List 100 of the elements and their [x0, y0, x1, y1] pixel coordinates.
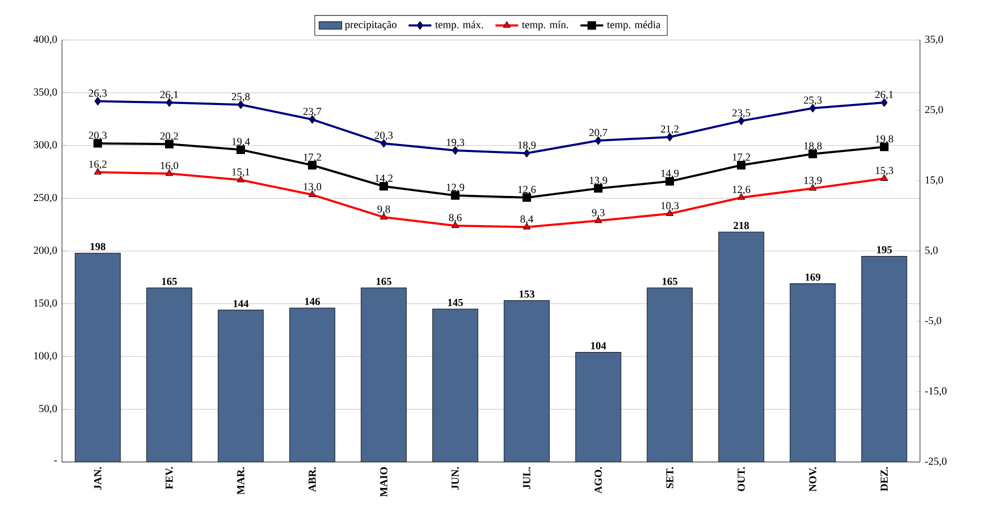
x-tick-label: FEV.: [166, 467, 173, 490]
bar: [146, 288, 192, 462]
x-tick-label: AGO.: [594, 467, 602, 494]
y2-tick-label: -15,0: [925, 387, 947, 396]
x-tick-label: MAIO: [380, 467, 388, 497]
y-tick-label: 250,0: [34, 194, 57, 203]
bar: [75, 253, 120, 462]
legend-label: temp. mín.: [522, 20, 568, 30]
x-tick-label: JUL.: [523, 467, 530, 490]
bar: [432, 309, 478, 462]
bar: [861, 256, 908, 462]
x-tick-label: ABR.: [308, 467, 316, 492]
bar: [290, 308, 335, 462]
point: [594, 184, 603, 193]
x-tick-label: JUN.: [452, 467, 459, 490]
data-label: 16,2: [89, 160, 107, 170]
data-label: 19,8: [876, 135, 894, 144]
y-tick-label: 200,0: [34, 246, 57, 256]
data-label: 198: [90, 242, 106, 250]
data-label: 8,6: [448, 214, 462, 223]
x-tick-label: OUT.: [738, 467, 745, 492]
data-label: 104: [591, 342, 606, 350]
data-label: 15,3: [876, 166, 894, 176]
data-label: 8,4: [520, 215, 534, 224]
point: [736, 160, 746, 170]
x-tick-label: SET.: [666, 467, 674, 488]
bar: [647, 288, 692, 462]
point: [450, 191, 460, 200]
data-label: 21,2: [660, 125, 678, 134]
y-tick-label: 350,0: [34, 88, 57, 98]
data-label: 17,2: [304, 154, 321, 162]
data-label: 17,2: [732, 154, 750, 162]
point: [236, 145, 246, 154]
data-label: 13,9: [804, 176, 822, 186]
data-label: 19,3: [446, 138, 464, 148]
data-label: 20,3: [88, 132, 107, 140]
legend-label: temp. máx.: [435, 20, 483, 30]
y-tick-label: 50,0: [39, 404, 57, 414]
data-label: 26,1: [875, 90, 893, 100]
data-label: 20,2: [160, 132, 178, 142]
point: [308, 160, 317, 170]
data-label: 25,3: [804, 96, 822, 106]
data-label: 13,9: [590, 176, 608, 186]
bar: [576, 352, 621, 462]
data-label: 195: [877, 246, 892, 254]
y-tick-label: 400,0: [34, 36, 57, 44]
data-label: 165: [162, 278, 177, 285]
data-label: 9,8: [377, 206, 390, 214]
data-label: 23,7: [303, 108, 322, 117]
data-label: 15,1: [232, 168, 250, 178]
data-label: 145: [448, 298, 463, 306]
data-label: 14,9: [661, 170, 679, 178]
data-label: 12,6: [518, 186, 536, 195]
point: [880, 142, 889, 152]
point: [665, 177, 674, 186]
y2-tick-label: 35,0: [925, 36, 943, 44]
data-label: 218: [734, 222, 749, 230]
data-label: 16,0: [160, 162, 178, 171]
data-label: 26,1: [160, 90, 178, 100]
y-tick-label: 100,0: [34, 352, 57, 361]
data-label: 23,5: [732, 109, 750, 118]
data-label: 165: [662, 278, 678, 285]
y2-tick-label: -25,0: [925, 458, 947, 466]
legend-label: precipitação: [344, 20, 396, 30]
bar: [218, 310, 264, 462]
y-tick-label: 150,0: [34, 299, 57, 308]
bar: [504, 300, 550, 462]
data-label: 10,3: [661, 202, 679, 211]
data-label: 14,2: [375, 174, 392, 184]
bar: [790, 284, 836, 462]
x-tick-label: MAR.: [237, 467, 244, 495]
data-label: 144: [234, 300, 249, 308]
data-label: 165: [376, 278, 392, 285]
y2-tick-label: 15,0: [926, 176, 943, 186]
x-tick-label: JAN.: [94, 467, 102, 490]
y-tick-label: 300,0: [34, 141, 57, 150]
x-tick-label: NOV.: [809, 467, 816, 492]
point: [93, 139, 102, 148]
data-label: 25,8: [232, 93, 250, 102]
legend-label: temp. média: [607, 20, 660, 30]
data-label: 153: [520, 290, 534, 298]
y-tick-label: -: [54, 460, 57, 462]
data-label: 146: [305, 298, 320, 306]
data-label: 169: [806, 274, 820, 281]
y2-tick-label: -5,0: [925, 316, 942, 326]
data-label: 19,4: [232, 138, 250, 147]
data-label: 26,3: [88, 90, 107, 98]
bar: [361, 288, 406, 462]
data-label: 12,9: [446, 184, 464, 192]
point: [379, 182, 388, 191]
x-tick-label: DEZ.: [880, 467, 888, 492]
bar: [718, 232, 764, 462]
y2-tick-label: 5,0: [925, 246, 938, 256]
data-label: 13,0: [304, 183, 322, 192]
data-label: 12,6: [732, 186, 750, 195]
data-label: 20,3: [374, 132, 393, 140]
data-label: 20,7: [589, 128, 608, 138]
y2-tick-label: 25,0: [925, 106, 943, 115]
point: [808, 150, 818, 158]
data-label: 18,8: [804, 142, 822, 151]
